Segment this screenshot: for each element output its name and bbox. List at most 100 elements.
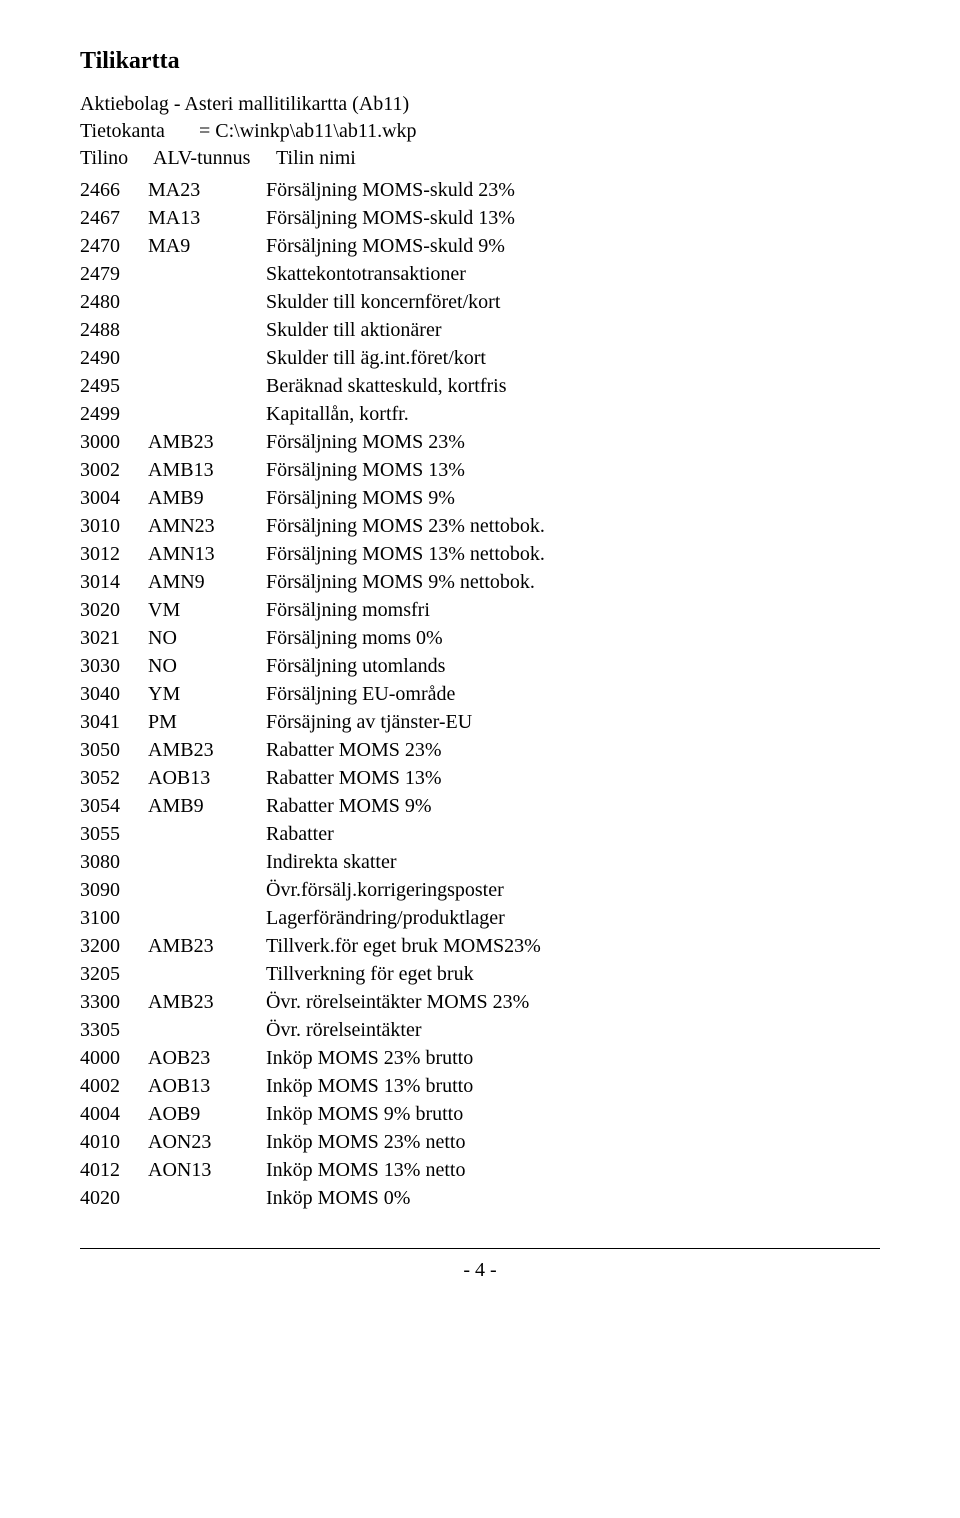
cell-alv (148, 1016, 266, 1044)
cell-alv: AMB23 (148, 988, 266, 1016)
cell-tilino: 2480 (80, 288, 148, 316)
table-row: 4004AOB9Inköp MOMS 9% brutto (80, 1100, 545, 1128)
table-row: 2495 Beräknad skatteskuld, kortfris (80, 372, 545, 400)
cell-nimi: Försäljning MOMS 13% nettobok. (266, 540, 545, 568)
cell-nimi: Försäljning moms 0% (266, 624, 545, 652)
table-row: 3052AOB13Rabatter MOMS 13% (80, 764, 545, 792)
cell-nimi: Försäljning utomlands (266, 652, 545, 680)
cell-nimi: Övr.försälj.korrigeringsposter (266, 876, 545, 904)
cell-tilino: 4020 (80, 1184, 148, 1212)
table-row: 3021NOFörsäljning moms 0% (80, 624, 545, 652)
cell-tilino: 3012 (80, 540, 148, 568)
cell-tilino: 3021 (80, 624, 148, 652)
cell-tilino: 3055 (80, 820, 148, 848)
cell-tilino: 2467 (80, 204, 148, 232)
page-number: - 4 - (80, 1259, 880, 1282)
database-line: Tietokanta = C:\winkp\ab11\ab11.wkp (80, 120, 880, 143)
table-row: 3055 Rabatter (80, 820, 545, 848)
table-row: 3010AMN23Försäljning MOMS 23% nettobok. (80, 512, 545, 540)
cell-alv: AMN13 (148, 540, 266, 568)
cell-tilino: 3014 (80, 568, 148, 596)
cell-nimi: Försäljning MOMS 23% nettobok. (266, 512, 545, 540)
cell-alv (148, 848, 266, 876)
cell-tilino: 3100 (80, 904, 148, 932)
cell-tilino: 3041 (80, 708, 148, 736)
database-label: Tietokanta (80, 120, 194, 143)
cell-nimi: Inköp MOMS 23% brutto (266, 1044, 545, 1072)
table-row: 4020Inköp MOMS 0% (80, 1184, 545, 1212)
cell-nimi: Inköp MOMS 13% brutto (266, 1072, 545, 1100)
cell-tilino: 3052 (80, 764, 148, 792)
cell-nimi: Rabatter MOMS 9% (266, 792, 545, 820)
cell-tilino: 2490 (80, 344, 148, 372)
cell-nimi: Försäljning MOMS-skuld 13% (266, 204, 545, 232)
cell-alv (148, 344, 266, 372)
cell-alv (148, 260, 266, 288)
cell-tilino: 3054 (80, 792, 148, 820)
cell-nimi: Skulder till koncernföret/kort (266, 288, 545, 316)
table-row: 3004AMB9Försäljning MOMS 9% (80, 484, 545, 512)
table-row: 3002AMB13Försäljning MOMS 13% (80, 456, 545, 484)
table-row: 2466MA23Försäljning MOMS-skuld 23% (80, 176, 545, 204)
cell-tilino: 2470 (80, 232, 148, 260)
cell-tilino: 4012 (80, 1156, 148, 1184)
cell-alv: PM (148, 708, 266, 736)
cell-nimi: Försäljning MOMS 23% (266, 428, 545, 456)
table-row: 3305 Övr. rörelseintäkter (80, 1016, 545, 1044)
table-row: 3000AMB23Försäljning MOMS 23% (80, 428, 545, 456)
table-row: 2488Skulder till aktionärer (80, 316, 545, 344)
subtitle: Aktiebolag - Asteri mallitilikartta (Ab1… (80, 93, 880, 116)
cell-tilino: 4010 (80, 1128, 148, 1156)
cell-nimi: Försäljning MOMS 9% (266, 484, 545, 512)
table-row: 3100Lagerförändring/produktlager (80, 904, 545, 932)
table-row: 3030NOFörsäljning utomlands (80, 652, 545, 680)
cell-nimi: Övr. rörelseintäkter MOMS 23% (266, 988, 545, 1016)
cell-alv: AOB23 (148, 1044, 266, 1072)
cell-nimi: Rabatter (266, 820, 545, 848)
cell-nimi: Övr. rörelseintäkter (266, 1016, 545, 1044)
database-value: = C:\winkp\ab11\ab11.wkp (199, 120, 417, 142)
table-row: 2467MA13Försäljning MOMS-skuld 13% (80, 204, 545, 232)
cell-alv: AMB23 (148, 736, 266, 764)
cell-tilino: 4002 (80, 1072, 148, 1100)
col-alv: ALV-tunnus (153, 147, 271, 170)
cell-nimi: Försäjning av tjänster-EU (266, 708, 545, 736)
cell-alv (148, 960, 266, 988)
cell-alv: NO (148, 624, 266, 652)
cell-tilino: 3080 (80, 848, 148, 876)
cell-tilino: 3000 (80, 428, 148, 456)
cell-nimi: Försäljning MOMS-skuld 9% (266, 232, 545, 260)
table-row: 3050AMB23Rabatter MOMS 23% (80, 736, 545, 764)
cell-alv: YM (148, 680, 266, 708)
cell-nimi: Skulder till äg.int.föret/kort (266, 344, 545, 372)
cell-tilino: 3050 (80, 736, 148, 764)
cell-alv: AON23 (148, 1128, 266, 1156)
cell-alv: AMB13 (148, 456, 266, 484)
cell-tilino: 2488 (80, 316, 148, 344)
cell-nimi: Rabatter MOMS 23% (266, 736, 545, 764)
cell-nimi: Inköp MOMS 9% brutto (266, 1100, 545, 1128)
col-tilino: Tilino (80, 147, 148, 170)
cell-tilino: 3004 (80, 484, 148, 512)
table-row: 4002AOB13Inköp MOMS 13% brutto (80, 1072, 545, 1100)
cell-nimi: Inköp MOMS 13% netto (266, 1156, 545, 1184)
table-row: 3012AMN13Försäljning MOMS 13% nettobok. (80, 540, 545, 568)
table-row: 4012AON13Inköp MOMS 13% netto (80, 1156, 545, 1184)
cell-nimi: Rabatter MOMS 13% (266, 764, 545, 792)
table-row: 2490 Skulder till äg.int.föret/kort (80, 344, 545, 372)
cell-tilino: 2479 (80, 260, 148, 288)
table-row: 2470MA9Försäljning MOMS-skuld 9% (80, 232, 545, 260)
cell-tilino: 3010 (80, 512, 148, 540)
cell-alv (148, 400, 266, 428)
cell-tilino: 2495 (80, 372, 148, 400)
cell-nimi: Försäljning MOMS 13% (266, 456, 545, 484)
cell-nimi: Beräknad skatteskuld, kortfris (266, 372, 545, 400)
table-row: 2479Skattekontotransaktioner (80, 260, 545, 288)
table-row: 4010AON23Inköp MOMS 23% netto (80, 1128, 545, 1156)
cell-tilino: 3305 (80, 1016, 148, 1044)
cell-alv: MA9 (148, 232, 266, 260)
cell-nimi: Tillverkning för eget bruk (266, 960, 545, 988)
table-row: 3014AMN9Försäljning MOMS 9% nettobok. (80, 568, 545, 596)
cell-alv (148, 372, 266, 400)
account-table: 2466MA23Försäljning MOMS-skuld 23%2467MA… (80, 176, 545, 1212)
